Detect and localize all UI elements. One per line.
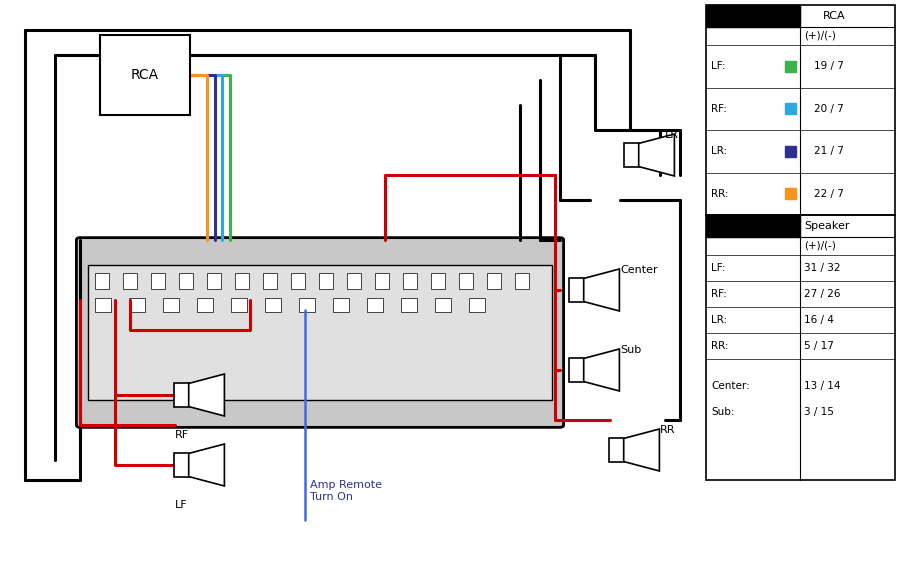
Text: LF:: LF: [711,61,725,71]
Text: 16 / 4: 16 / 4 [805,315,834,325]
Text: 31 / 32: 31 / 32 [805,263,841,273]
Bar [95,298,111,312]
Text: 27 / 26: 27 / 26 [805,289,841,299]
Bar [459,273,473,289]
Bar [569,279,584,302]
Bar [706,5,800,27]
Polygon shape [639,134,674,176]
Text: RR:: RR: [711,341,728,351]
Bar [786,103,796,114]
Bar [469,298,485,312]
Text: RCA: RCA [824,11,846,21]
Text: 13 / 14: 13 / 14 [805,381,841,391]
Text: Center:: Center: [711,381,750,391]
Bar [367,298,383,312]
Text: 3 / 15: 3 / 15 [805,407,834,417]
Text: 20 / 7: 20 / 7 [814,103,843,113]
Text: Center: Center [620,265,658,275]
Bar [265,298,281,312]
Bar [569,359,584,382]
Text: Speaker: Speaker [805,221,850,231]
Polygon shape [624,429,660,471]
Bar [624,143,639,166]
Bar [123,273,137,289]
Text: Sub: Sub [620,345,641,355]
Bar [231,298,247,312]
Bar [403,273,417,289]
Text: RF:: RF: [711,289,727,299]
Bar [263,273,277,289]
Text: RR:: RR: [711,189,728,199]
Text: (+)/(-): (+)/(-) [805,31,836,41]
Text: LR:: LR: [711,315,727,325]
Bar [174,383,189,406]
Bar [235,273,249,289]
Bar [609,439,624,462]
Bar [706,215,800,237]
Text: Amp Remote
Turn On: Amp Remote Turn On [310,480,382,502]
Bar [786,146,796,157]
Polygon shape [189,444,224,486]
Bar [163,298,179,312]
Bar [319,273,333,289]
Text: 19 / 7: 19 / 7 [814,61,843,71]
Bar [375,273,389,289]
Bar [179,273,193,289]
Bar [347,273,361,289]
Text: LF: LF [175,500,187,510]
Bar [706,215,895,480]
Bar [197,298,213,312]
Bar [95,273,109,289]
Text: 21 / 7: 21 / 7 [814,146,843,156]
Text: RF: RF [175,430,189,440]
Text: LR: LR [665,130,679,140]
Bar [431,273,445,289]
Bar [299,298,315,312]
Polygon shape [189,374,224,416]
Bar [88,265,552,400]
Text: 22 / 7: 22 / 7 [814,189,843,199]
Text: 5 / 17: 5 / 17 [805,341,834,351]
Text: Sub:: Sub: [711,407,734,417]
Bar [786,188,796,199]
Text: RCA: RCA [130,68,159,82]
Text: LR:: LR: [711,146,727,156]
Bar [401,298,417,312]
Bar [515,273,529,289]
Bar [291,273,305,289]
Text: RR: RR [660,425,676,435]
Bar [333,298,349,312]
Bar [100,35,190,115]
Text: RF:: RF: [711,103,727,113]
Bar [174,453,189,476]
Bar [435,298,451,312]
Bar [487,273,501,289]
Text: (+)/(-): (+)/(-) [805,241,836,251]
Bar [706,5,895,215]
FancyBboxPatch shape [76,238,563,427]
Bar [129,298,145,312]
Text: LF:: LF: [711,263,725,273]
Bar [786,61,796,72]
Polygon shape [584,269,619,311]
Bar [207,273,221,289]
Bar [151,273,165,289]
Polygon shape [584,349,619,391]
